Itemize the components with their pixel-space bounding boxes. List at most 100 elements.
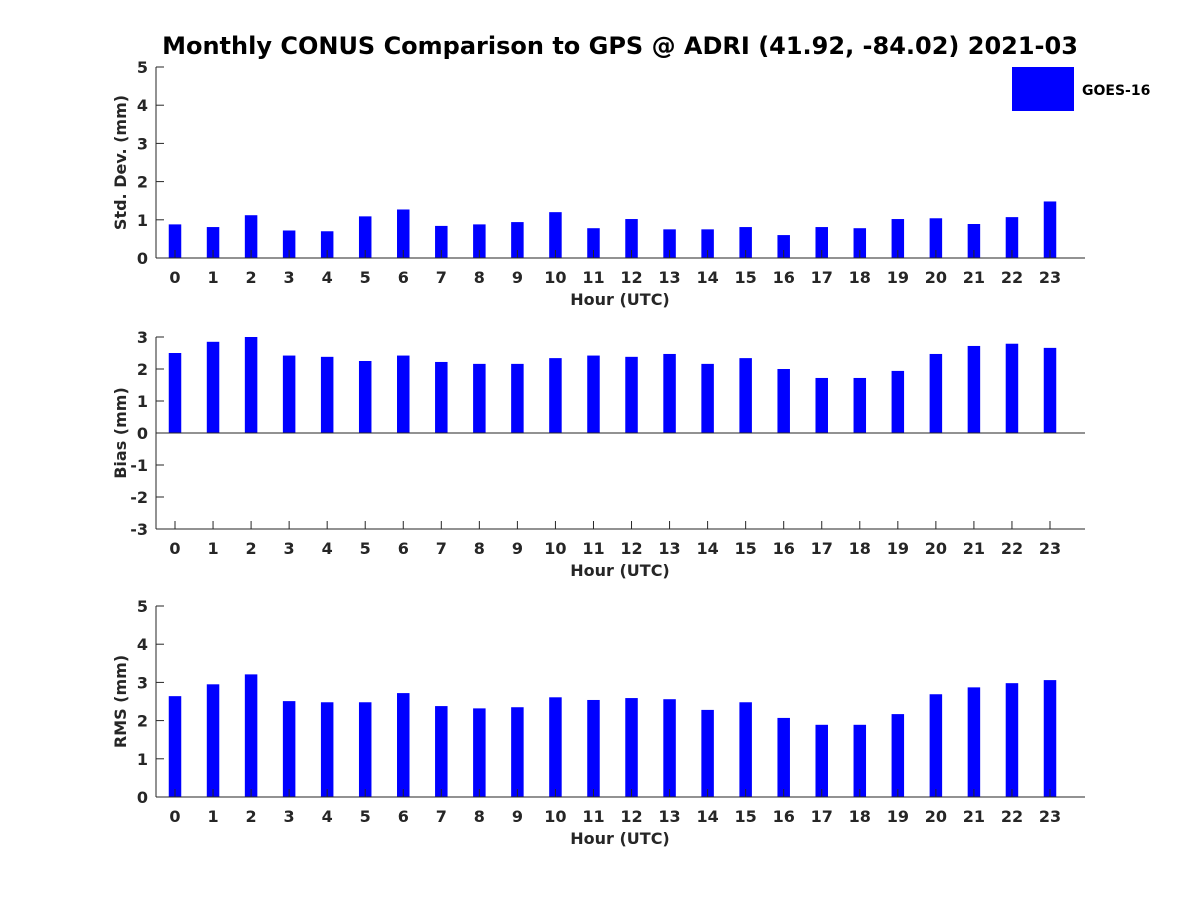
x-tick-label: 21 [963,268,985,287]
x-tick-label: 1 [207,539,218,558]
y-tick-label: 1 [137,750,148,769]
bar-3 [282,355,296,433]
x-tick-label: 4 [322,268,333,287]
x-tick-label: 6 [398,539,409,558]
bar-0 [168,696,182,797]
bar-0 [168,224,182,258]
x-tick-label: 20 [925,539,947,558]
bar-18 [853,228,867,258]
x-tick-label: 12 [620,807,642,826]
x-tick-label: 16 [773,807,795,826]
bar-20 [929,218,943,258]
bar-17 [815,377,828,433]
x-tick-label: 23 [1039,268,1061,287]
bar-16 [777,717,790,797]
bar-20 [929,353,943,433]
bar-1 [206,684,220,797]
x-tick-label: 6 [398,268,409,287]
bar-2 [244,215,258,258]
x-tick-label: 5 [360,807,371,826]
x-tick-label: 9 [512,268,523,287]
bar-13 [663,353,676,433]
bar-8 [473,708,486,797]
bar-4 [320,356,334,433]
y-tick-label: 2 [137,360,148,379]
bar-23 [1043,201,1057,258]
legend-label: GOES-16 [1082,83,1150,99]
x-tick-label: 4 [322,807,333,826]
y-tick-label: 1 [137,211,148,230]
x-tick-label: 13 [658,539,680,558]
bar-6 [397,209,410,258]
x-tick-label: 17 [811,539,833,558]
bar-23 [1043,680,1057,797]
x-tick-label: 15 [735,807,757,826]
x-tick-label: 2 [246,807,257,826]
x-tick-label: 19 [887,807,909,826]
bar-14 [701,229,714,258]
bar-4 [320,231,334,258]
bar-16 [777,369,790,433]
y-axis-label: Std. Dev. (mm) [111,95,130,230]
bar-12 [625,356,638,433]
x-tick-label: 11 [582,807,604,826]
bar-7 [435,706,448,797]
bar-14 [701,709,714,797]
x-tick-label: 9 [512,807,523,826]
bar-9 [511,222,524,258]
y-tick-label: 3 [137,328,148,347]
chart-title: Monthly CONUS Comparison to GPS @ ADRI (… [162,32,1078,60]
bar-12 [625,698,638,797]
bar-6 [397,693,410,797]
x-tick-label: 8 [474,539,485,558]
x-tick-label: 17 [811,268,833,287]
x-tick-label: 13 [658,807,680,826]
bar-17 [815,724,828,797]
x-tick-label: 15 [735,268,757,287]
x-tick-label: 0 [169,807,180,826]
bar-19 [891,714,905,797]
x-tick-label: 10 [544,807,566,826]
bar-11 [587,355,600,433]
x-tick-label: 18 [849,268,871,287]
bar-22 [1005,343,1019,433]
bar-2 [244,337,258,433]
x-tick-label: 14 [696,268,718,287]
x-tick-label: 22 [1001,539,1023,558]
bar-15 [739,702,752,797]
bar-22 [1005,217,1019,258]
bar-17 [815,227,828,258]
y-tick-label: 1 [137,392,148,411]
x-axis-label: Hour (UTC) [570,829,670,848]
bar-15 [739,358,752,433]
y-axis-label: Bias (mm) [111,387,130,479]
bar-4 [320,702,334,797]
y-tick-label: 4 [137,635,148,654]
bar-3 [282,701,296,797]
x-tick-label: 7 [436,268,447,287]
x-tick-label: 10 [544,268,566,287]
x-tick-label: 5 [360,539,371,558]
x-tick-label: 3 [284,539,295,558]
legend: GOES-16 [1012,67,1150,111]
x-tick-label: 11 [582,539,604,558]
x-tick-label: 21 [963,539,985,558]
y-tick-label: 3 [137,673,148,692]
x-tick-label: 22 [1001,268,1023,287]
bar-20 [929,694,943,797]
x-tick-label: 22 [1001,807,1023,826]
bar-9 [511,363,524,433]
x-tick-label: 10 [544,539,566,558]
bar-7 [435,361,448,433]
bar-21 [967,224,981,258]
x-tick-label: 0 [169,268,180,287]
x-tick-label: 18 [849,807,871,826]
x-tick-label: 0 [169,539,180,558]
y-tick-label: -1 [130,456,148,475]
x-tick-label: 23 [1039,807,1061,826]
x-tick-label: 23 [1039,539,1061,558]
x-axis-label: Hour (UTC) [570,290,670,309]
x-tick-label: 9 [512,539,523,558]
